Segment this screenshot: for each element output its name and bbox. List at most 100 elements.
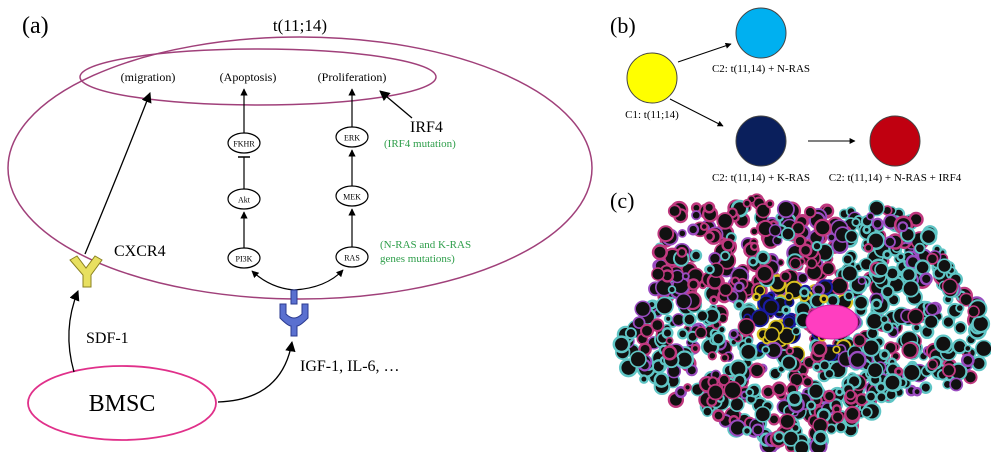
cluster-cell	[868, 200, 885, 217]
cluster-cell	[742, 426, 752, 436]
cluster-cell	[879, 349, 891, 361]
cluster-cell	[914, 242, 926, 254]
cluster-cell	[768, 223, 782, 237]
cluster-cell	[914, 259, 931, 276]
cluster-cell	[689, 249, 703, 262]
cluster-cell	[650, 318, 665, 333]
cluster-cell	[681, 272, 690, 281]
cluster-cell	[737, 317, 756, 336]
cluster-cell	[851, 217, 861, 227]
cluster-cell	[919, 272, 933, 286]
cluster-cell	[925, 302, 939, 316]
cluster-cell	[811, 341, 828, 358]
cluster-cell	[779, 270, 792, 283]
cluster-cell	[779, 413, 796, 430]
clone-c2-nras	[735, 7, 787, 59]
cluster-cell	[665, 336, 674, 345]
node-pi3k-label: PI3K	[236, 255, 253, 264]
cluster-cell	[806, 400, 817, 411]
irf4-label: IRF4	[410, 119, 443, 136]
cluster-cell	[841, 253, 854, 266]
cluster-cell	[629, 350, 647, 368]
panel-b: (b) C1: t(11;14) C2: t(11,14) + N-RAS C2…	[610, 7, 962, 184]
cluster-cell	[804, 205, 817, 219]
cxcr4-receptor-icon	[69, 255, 103, 288]
irf4-arrow	[379, 90, 413, 119]
cluster-cell	[718, 282, 733, 297]
cluster-cell	[708, 251, 722, 266]
cluster-cell	[901, 341, 919, 359]
cluster-cell	[862, 338, 881, 357]
node-fkhr-label: FKHR	[233, 140, 255, 149]
arrow-receptor-ras	[293, 269, 344, 291]
cluster-cell	[953, 321, 968, 335]
cluster-cell	[820, 261, 836, 277]
cluster-cell	[661, 326, 674, 340]
clone-c2-nras-irf4-label: C2: t(11,14) + N-RAS + IRF4	[829, 172, 962, 184]
cluster-cell	[941, 363, 956, 378]
cluster-cell	[749, 362, 765, 379]
cluster-cell	[784, 291, 794, 301]
cluster-cell	[880, 284, 895, 299]
arrow-receptor-pi3k	[251, 270, 295, 291]
cluster-cell	[716, 212, 734, 230]
arrow-cxcr4-migration	[84, 92, 152, 255]
cluster-cell	[733, 281, 745, 293]
node-ras-label: RAS	[344, 254, 360, 263]
cluster-cell	[720, 353, 730, 363]
cluster-cell	[789, 257, 802, 270]
cluster-cell	[755, 203, 771, 219]
node-akt-label: Akt	[238, 196, 251, 205]
cluster-cell	[780, 354, 798, 371]
cluster-cell	[811, 240, 823, 252]
cluster-cell	[751, 309, 770, 328]
cluster-cell	[927, 359, 939, 370]
node-erk-label: ERK	[344, 134, 360, 143]
cluster-cell	[720, 250, 731, 261]
cluster-cell	[739, 342, 758, 362]
cluster-cell	[687, 278, 700, 291]
arrow-sdf1	[68, 290, 80, 373]
cluster-cell	[780, 226, 796, 242]
cluster-cell	[883, 373, 902, 392]
cluster-cell	[632, 316, 646, 330]
cluster-cell	[967, 305, 980, 318]
cluster-cell	[745, 387, 755, 397]
cluster-cell	[912, 386, 922, 397]
cluster-cell	[751, 423, 765, 437]
cluster-cell	[960, 353, 975, 368]
cluster-cell	[729, 396, 745, 413]
cluster-cell	[860, 406, 873, 419]
cluster-cell	[702, 406, 713, 417]
cluster-cell	[655, 296, 674, 316]
cluster-cell	[845, 389, 856, 401]
cluster-cell	[667, 285, 677, 294]
cluster-cell	[825, 423, 837, 435]
ras-mutation-note-line1: (N-RAS and K-RAS	[380, 239, 471, 251]
cluster-cell	[674, 386, 687, 399]
bmsc-cell	[27, 365, 217, 441]
clone-c1	[626, 52, 678, 104]
cluster-cell	[926, 252, 939, 265]
cluster-cell	[844, 405, 861, 422]
cluster-cell	[863, 242, 874, 253]
cluster-cell	[793, 439, 810, 452]
cluster-cell	[793, 234, 807, 248]
cluster-cell	[694, 326, 708, 339]
cluster-cell	[712, 409, 725, 422]
cluster-cell	[862, 225, 872, 235]
igf-receptor-icon	[279, 303, 309, 337]
cluster-cell	[834, 420, 848, 434]
cluster-cell	[748, 256, 759, 267]
cluster-cell	[675, 293, 692, 310]
irf4-mutation-note: (IRF4 mutation)	[384, 138, 456, 150]
cluster-cell	[812, 430, 829, 446]
cluster-cell	[651, 244, 669, 261]
cluster-cell	[676, 247, 688, 258]
cluster-cell	[866, 212, 875, 221]
clone-c2-nras-label: C2: t(11,14) + N-RAS	[712, 63, 810, 75]
cluster-cell	[755, 264, 774, 283]
cluster-cell	[782, 429, 800, 447]
cluster-cell	[871, 217, 884, 230]
